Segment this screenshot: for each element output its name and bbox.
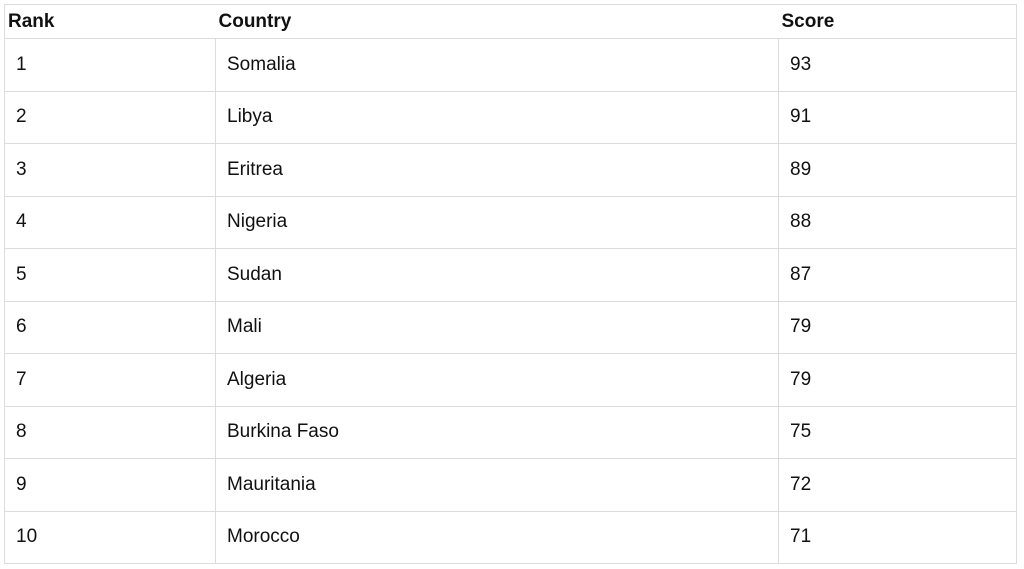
rank-cell: 4 <box>4 195 216 249</box>
rank-cell: 6 <box>4 300 216 354</box>
table-row: 4 Nigeria 88 <box>4 195 1017 249</box>
country-cell: Eritrea <box>215 143 779 197</box>
country-cell: Nigeria <box>215 195 779 249</box>
rank-cell: 9 <box>4 458 216 512</box>
table-row: 9 Mauritania 72 <box>4 458 1017 512</box>
header-rank: Rank <box>4 4 216 39</box>
table-row: 3 Eritrea 89 <box>4 143 1017 197</box>
score-cell: 79 <box>778 353 1017 407</box>
table-row: 2 Libya 91 <box>4 90 1017 144</box>
country-cell: Mauritania <box>215 458 779 512</box>
rank-cell: 1 <box>4 38 216 92</box>
table-row: 1 Somalia 93 <box>4 38 1017 92</box>
rank-cell: 7 <box>4 353 216 407</box>
country-cell: Burkina Faso <box>215 405 779 459</box>
score-cell: 87 <box>778 248 1017 302</box>
table-header: Rank Country Score <box>4 4 1017 39</box>
score-cell: 89 <box>778 143 1017 197</box>
score-cell: 93 <box>778 38 1017 92</box>
header-country: Country <box>215 4 779 39</box>
table-row: 6 Mali 79 <box>4 300 1017 354</box>
rank-cell: 5 <box>4 248 216 302</box>
rank-cell: 2 <box>4 90 216 144</box>
score-cell: 91 <box>778 90 1017 144</box>
table-row: 8 Burkina Faso 75 <box>4 405 1017 459</box>
score-cell: 72 <box>778 458 1017 512</box>
table-row: 5 Sudan 87 <box>4 248 1017 302</box>
country-cell: Sudan <box>215 248 779 302</box>
score-cell: 75 <box>778 405 1017 459</box>
country-cell: Somalia <box>215 38 779 92</box>
country-cell: Morocco <box>215 510 779 564</box>
score-cell: 79 <box>778 300 1017 354</box>
table-row: 10 Morocco 71 <box>4 510 1017 564</box>
ranking-table: Rank Country Score 1 Somalia 93 2 Libya … <box>4 4 1017 564</box>
header-row: Rank Country Score <box>4 4 1017 39</box>
country-cell: Mali <box>215 300 779 354</box>
rank-cell: 3 <box>4 143 216 197</box>
header-score: Score <box>778 4 1017 39</box>
country-cell: Libya <box>215 90 779 144</box>
rank-cell: 8 <box>4 405 216 459</box>
table-row: 7 Algeria 79 <box>4 353 1017 407</box>
score-cell: 71 <box>778 510 1017 564</box>
score-cell: 88 <box>778 195 1017 249</box>
ranking-table-container: Rank Country Score 1 Somalia 93 2 Libya … <box>4 4 1017 564</box>
rank-cell: 10 <box>4 510 216 564</box>
table-body: 1 Somalia 93 2 Libya 91 3 Eritrea 89 4 N… <box>4 38 1017 564</box>
country-cell: Algeria <box>215 353 779 407</box>
